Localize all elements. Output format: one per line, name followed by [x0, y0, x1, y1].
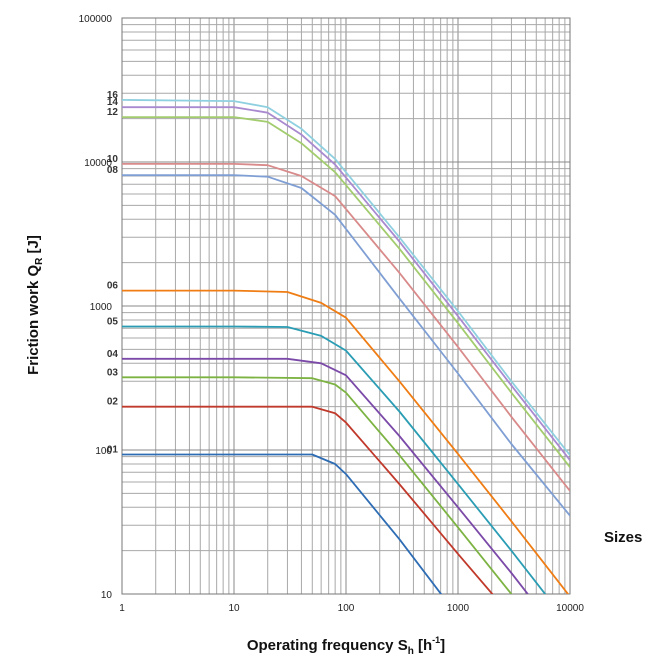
x-tick-label: 1000 [447, 603, 470, 614]
size-label-02: 02 [107, 397, 119, 408]
size-label-10: 10 [107, 154, 119, 165]
x-axis-title: Operating frequency Sh [h-1] [247, 635, 445, 657]
plot-frame [121, 17, 571, 595]
y-tick-label: 10 [101, 590, 113, 601]
x-tick-label: 10000 [556, 603, 584, 614]
series-line-10 [122, 162, 570, 492]
size-label-12: 12 [107, 107, 119, 118]
size-label-01: 01 [107, 445, 119, 456]
series-line-14 [122, 106, 570, 461]
size-label-08: 08 [107, 165, 119, 176]
series-line-06 [122, 289, 570, 594]
grid [121, 18, 570, 595]
x-tick-label: 1 [119, 603, 125, 614]
series-line-04 [122, 357, 529, 594]
size-label-14: 14 [107, 97, 119, 108]
series-lines [122, 99, 570, 594]
y-tick-label: 10000 [84, 158, 112, 169]
y-tick-label: 100000 [79, 14, 113, 25]
size-label-16: 16 [107, 90, 119, 101]
size-label-03: 03 [107, 367, 119, 378]
series-line-02 [122, 405, 494, 594]
size-label-05: 05 [107, 317, 119, 328]
y-tick-label: 1000 [90, 302, 113, 313]
size-label-06: 06 [107, 281, 119, 292]
series-line-08 [122, 174, 570, 517]
y-axis-title: Friction work QR [J] [25, 235, 45, 375]
x-tick-label: 100 [338, 603, 355, 614]
x-tick-label: 10 [228, 603, 240, 614]
y-tick-label: 100 [95, 446, 112, 457]
size-label-04: 04 [107, 349, 119, 360]
series-line-12 [122, 116, 570, 468]
series-line-05 [122, 325, 547, 594]
series-line-03 [122, 376, 513, 594]
sizes-label: Sizes [604, 529, 642, 546]
series-line-16 [122, 99, 570, 456]
series-line-01 [122, 453, 443, 594]
